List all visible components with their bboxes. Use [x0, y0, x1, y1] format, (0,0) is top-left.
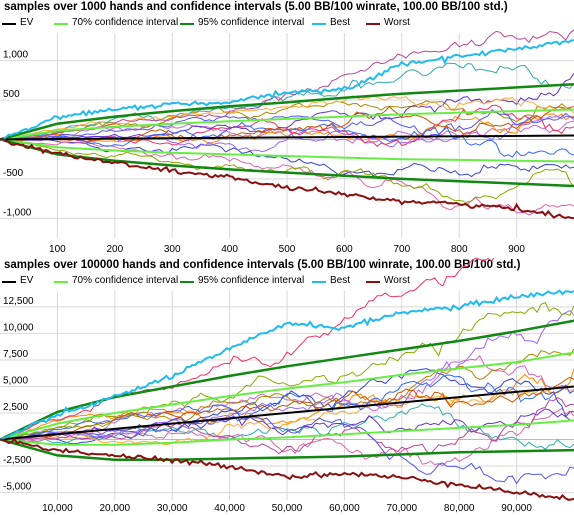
chart-title: samples over 100000 hands and confidence…	[4, 259, 521, 271]
legend-label-worst: Worst	[384, 17, 410, 28]
ci70-lower-line	[0, 138, 574, 163]
x-tick-label: 500	[279, 244, 296, 255]
chart-plot-1000-hands: 100 200 300 400 500 600 700 800 900 1,000 500 -500 -…	[0, 29, 574, 255]
x-tick-label: 800	[451, 244, 468, 255]
legend-label-ev: EV	[20, 17, 34, 28]
sample-path-line	[0, 374, 574, 440]
y-tick-label: 2,500	[3, 402, 28, 413]
x-tick-label: 700	[393, 244, 410, 255]
y-tick-label: 7,500	[3, 349, 28, 360]
x-tick-label: 100	[49, 244, 66, 255]
chart-title: samples over 1000 hands and confidence i…	[4, 1, 508, 13]
x-tick-label: 60,000	[329, 503, 360, 514]
x-tick-label: 90,000	[501, 503, 532, 514]
x-tick-label: 70,000	[387, 503, 418, 514]
x-tick-label: 200	[106, 244, 123, 255]
best-line	[0, 39, 574, 142]
chart-panel-100000-hands: samples over 100000 hands and confidence…	[0, 258, 574, 515]
y-tick-label: 10,000	[3, 322, 34, 333]
y-tick-label: -2,500	[3, 455, 32, 466]
sample-path-line	[0, 62, 574, 140]
y-tick-label: 1,000	[3, 50, 28, 61]
legend-label-best: Best	[330, 17, 351, 28]
ci95-upper-line	[0, 83, 574, 141]
legend-swatch-70-ci	[54, 23, 68, 25]
sample-path-line	[0, 414, 574, 485]
legend-label-70-ci: 70% confidence interval	[72, 17, 179, 28]
y-tick-label: 12,500	[3, 296, 34, 307]
chart-legend: EV 70% confidence interval 95% confidenc…	[0, 17, 574, 31]
y-tick-label: -500	[3, 168, 23, 179]
legend-label-worst: Worst	[384, 275, 410, 286]
ci95-upper-line	[0, 319, 574, 441]
ci95-lower-line	[0, 138, 574, 188]
legend-swatch-95-ci	[180, 281, 194, 283]
legend-swatch-ev	[2, 23, 16, 25]
sample-path-line	[0, 397, 574, 455]
ev-line	[0, 385, 574, 441]
sample-path-line	[0, 113, 574, 145]
legend-label-95-ci: 95% confidence interval	[198, 275, 305, 286]
ci70-lower-line	[0, 419, 574, 446]
x-tick-label: 80,000	[444, 503, 475, 514]
legend-swatch-best	[312, 23, 326, 25]
sample-path-line	[0, 73, 574, 140]
sample-path-line	[0, 138, 574, 205]
sample-path-line	[0, 94, 574, 140]
y-tick-label: 500	[3, 89, 20, 100]
x-tick-label: 400	[221, 244, 238, 255]
legend-swatch-ev	[2, 281, 16, 283]
sample-path-line	[0, 138, 574, 216]
legend-swatch-95-ci	[180, 23, 194, 25]
legend-swatch-worst	[366, 281, 380, 283]
worst-line	[0, 437, 574, 501]
legend-label-best: Best	[330, 275, 351, 286]
worst-line	[0, 138, 574, 220]
x-tick-label: 50,000	[272, 503, 303, 514]
sample-path-line	[0, 376, 574, 440]
sample-path-line	[0, 408, 574, 440]
legend-swatch-worst	[366, 23, 380, 25]
chart-panel-1000-hands: samples over 1000 hands and confidence i…	[0, 1, 574, 255]
legend-label-70-ci: 70% confidence interval	[72, 275, 179, 286]
ci70-upper-line	[0, 108, 574, 141]
best-line	[0, 289, 574, 441]
sample-path-line	[0, 138, 574, 178]
x-tick-label: 10,000	[42, 503, 73, 514]
x-tick-label: 40,000	[214, 503, 245, 514]
x-tick-label: 20,000	[100, 503, 131, 514]
sample-path-line	[0, 309, 574, 440]
y-tick-label: 5,000	[3, 375, 28, 386]
chart-legend: EV 70% confidence interval 95% confidenc…	[0, 275, 574, 289]
legend-swatch-70-ci	[54, 281, 68, 283]
x-tick-label: 600	[336, 244, 353, 255]
x-tick-label: 900	[508, 244, 525, 255]
legend-label-ev: EV	[20, 275, 34, 286]
ci95-lower-line	[0, 438, 574, 461]
y-tick-label: -1,000	[3, 207, 32, 218]
ev-line	[0, 134, 574, 141]
x-tick-label: 300	[164, 244, 181, 255]
ci70-upper-line	[0, 351, 574, 441]
sample-path-line	[0, 386, 574, 446]
x-tick-label: 30,000	[157, 503, 188, 514]
sample-path-line	[0, 105, 574, 142]
sample-path-line	[0, 348, 574, 440]
legend-label-95-ci: 95% confidence interval	[198, 17, 305, 28]
y-tick-label: -5,000	[3, 482, 32, 493]
chart-plot-100000-hands: 10,000 20,000 30,000 40,000 50,000 60,000 70,0…	[0, 258, 574, 514]
legend-swatch-best	[312, 281, 326, 283]
